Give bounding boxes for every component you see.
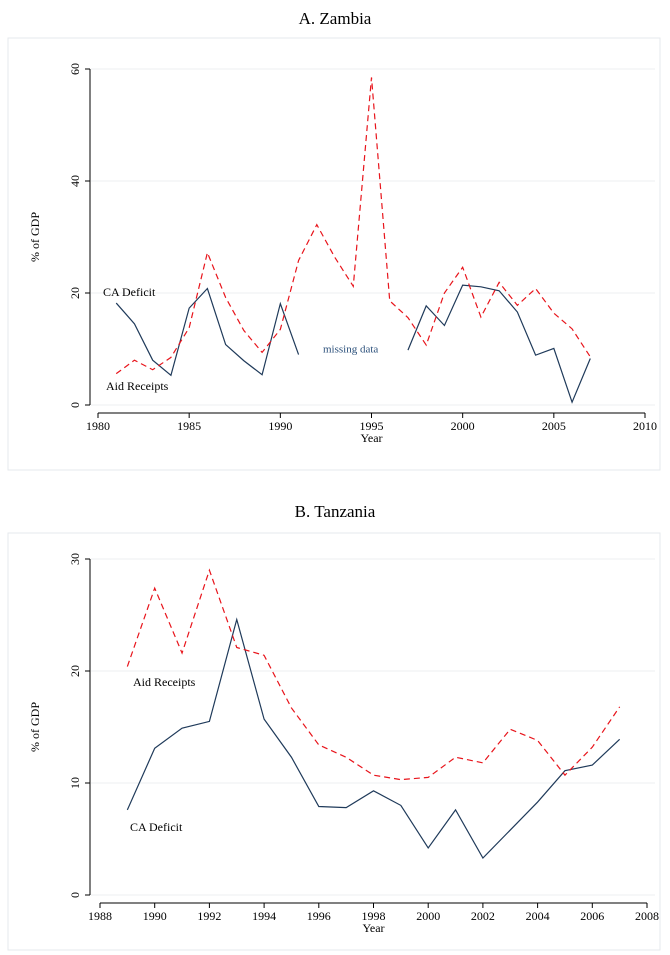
panel-frame [7, 37, 661, 471]
chart-title: B. Tanzania [295, 502, 376, 521]
x-tick-label: 2010 [633, 419, 657, 433]
series-line [126, 568, 621, 781]
y-tick-label: 10 [68, 777, 82, 789]
x-tick-label: 2002 [471, 909, 495, 923]
x-tick-label: 1994 [252, 909, 276, 923]
x-tick-label: 1990 [268, 419, 292, 433]
y-tick-label: 0 [68, 892, 82, 898]
x-tick-label: 2000 [416, 909, 440, 923]
x-axis-label: Year [362, 921, 384, 935]
y-tick-label: 60 [68, 63, 82, 75]
series-label: CA Deficit [103, 285, 156, 299]
x-tick-label: 2006 [580, 909, 604, 923]
chart-title: A. Zambia [299, 9, 372, 28]
y-tick-label: 20 [68, 665, 82, 677]
y-tick-label: 20 [68, 287, 82, 299]
y-tick-label: 30 [68, 553, 82, 565]
y-tick-label: 40 [68, 175, 82, 187]
x-axis-label: Year [360, 431, 382, 445]
x-tick-label: 2008 [635, 909, 659, 923]
x-tick-label: 1996 [307, 909, 331, 923]
x-tick-label: 2004 [526, 909, 550, 923]
series-label: Aid Receipts [133, 675, 196, 689]
series-line [126, 617, 621, 860]
x-tick-label: 1985 [177, 419, 201, 433]
x-tick-label: 2005 [542, 419, 566, 433]
panel-frame [7, 532, 661, 951]
y-axis-label: % of GDP [28, 212, 42, 262]
y-tick-label: 0 [68, 402, 82, 408]
x-tick-label: 1998 [362, 909, 386, 923]
x-tick-label: 1980 [86, 419, 110, 433]
x-tick-label: 1988 [88, 909, 112, 923]
series-label: Aid Receipts [106, 379, 169, 393]
series-label: CA Deficit [130, 820, 183, 834]
annotation: missing data [323, 344, 378, 356]
series-line [115, 77, 591, 375]
x-tick-label: 2000 [451, 419, 475, 433]
series-line [115, 284, 591, 404]
y-axis-label: % of GDP [28, 702, 42, 752]
x-tick-label: 1992 [197, 909, 221, 923]
x-tick-label: 1995 [360, 419, 384, 433]
x-tick-label: 1990 [143, 909, 167, 923]
